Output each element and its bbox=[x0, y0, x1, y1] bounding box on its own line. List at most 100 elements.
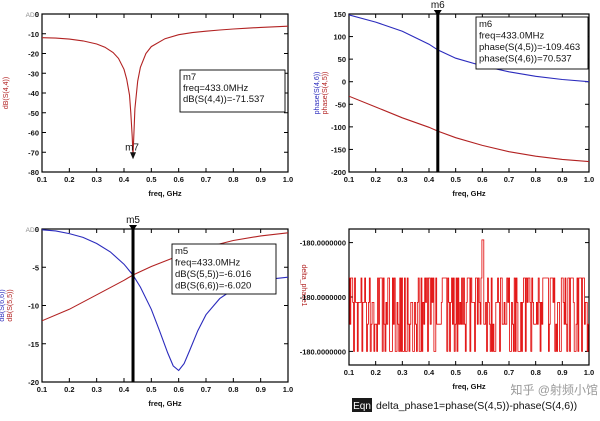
y-tick-label: -100 bbox=[331, 123, 346, 132]
series-line bbox=[42, 25, 288, 156]
x-tick-label: 0.7 bbox=[201, 175, 211, 184]
marker-readout-text: freq=433.0MHz bbox=[175, 258, 240, 269]
x-tick-label: 0.1 bbox=[37, 175, 47, 184]
y-axis-label: dB(S(4,4)) bbox=[3, 77, 10, 109]
marker-readout-box bbox=[171, 243, 277, 295]
x-tick-label: 0.9 bbox=[557, 175, 567, 184]
x-axis-label: freq, GHz bbox=[148, 399, 182, 408]
x-tick-label: 0.5 bbox=[146, 385, 156, 394]
marker-head bbox=[129, 225, 138, 231]
marker-readout-box bbox=[475, 16, 589, 70]
eqn-label: Eqn bbox=[353, 401, 371, 412]
plot-delta-phase: 0.1 0.2 0.3 0.4 0.5 0.6 0.7 0.8 0.9 1.0 -180.00000… bbox=[300, 228, 594, 391]
x-tick-label: 0.4 bbox=[119, 385, 130, 394]
x-tick-label: 0.8 bbox=[530, 368, 540, 377]
marker-readout-text: freq=433.0MHz bbox=[479, 31, 544, 42]
x-tick-label: 0.8 bbox=[228, 175, 238, 184]
x-tick-label: 0.3 bbox=[91, 175, 101, 184]
y-tick-label: -5 bbox=[32, 263, 39, 272]
y-tick-label: 0 bbox=[35, 10, 39, 19]
plot-phase: 0.1 0.2 0.3 0.4 0.5 0.6 0.7 0.8 0.9 1.0 150 100 50 0 -… bbox=[314, 0, 594, 198]
marker-readout-text: dB(S(4,4))=-71.537 bbox=[183, 94, 265, 105]
y-axis-label: dB(S(6,6)) bbox=[0, 289, 6, 321]
x-axis-label: freq, GHz bbox=[148, 189, 182, 198]
y-tick-label: -50 bbox=[28, 109, 39, 118]
eqn-badge[interactable] bbox=[352, 398, 372, 412]
x-tick-label: 0.4 bbox=[424, 175, 435, 184]
y-tick-label: -60 bbox=[28, 129, 39, 138]
series-line bbox=[42, 232, 288, 322]
x-tick-label: 0.1 bbox=[344, 368, 354, 377]
y-tick-label: -20 bbox=[28, 50, 39, 59]
plot-s44: ADS 0.1 0.2 0.3 0.4 0.5 0.6 0.7 0.8 0.9 1.0 0 -10 -20… bbox=[3, 10, 293, 198]
x-tick-label: 1.0 bbox=[584, 175, 594, 184]
watermark: 知乎 @射频小馆 bbox=[510, 382, 598, 397]
x-tick-label: 0.9 bbox=[557, 368, 567, 377]
y-tick-label: 150 bbox=[333, 10, 346, 19]
equation-text[interactable]: delta_phase1=phase(S(4,5))-phase(S(4,6)) bbox=[376, 400, 577, 412]
ads-corner-label: ADS bbox=[26, 227, 40, 234]
marker-label: m6 bbox=[431, 0, 445, 11]
x-axis-label: freq, GHz bbox=[452, 189, 486, 198]
x-tick-label: 0.7 bbox=[504, 368, 514, 377]
marker-readout-text: m6 bbox=[479, 19, 492, 30]
marker-readout-text: phase(S(4,5))=-109.463 bbox=[479, 42, 580, 53]
x-tick-label: 0.2 bbox=[370, 175, 380, 184]
x-tick-label: 0.4 bbox=[424, 368, 435, 377]
equation-footer: Eqn delta_phase1=phase(S(4,5))-phase(S(4… bbox=[352, 398, 577, 412]
marker-readout-text: m5 bbox=[175, 246, 188, 257]
x-tick-label: 0.7 bbox=[504, 175, 514, 184]
series-line bbox=[349, 14, 589, 83]
x-tick-label: 1.0 bbox=[584, 368, 594, 377]
marker-readout-text: dB(S(5,5))=-6.016 bbox=[175, 269, 251, 280]
marker-head bbox=[433, 10, 442, 16]
marker-readout-text: dB(S(6,6))=-6.020 bbox=[175, 281, 251, 292]
y-tick-label: -200 bbox=[331, 168, 346, 177]
y-tick-label: -180.0000000 bbox=[300, 347, 346, 356]
y-axis-label: phase(S(4,5)) bbox=[322, 72, 329, 115]
plot-s55-s66: ADS 0.1 0.2 0.3 0.4 0.5 0.6 0.7 0.8 0.9 1.0 0 -5 -10 -… bbox=[0, 215, 307, 408]
x-tick-label: 0.3 bbox=[397, 175, 407, 184]
x-tick-label: 0.9 bbox=[255, 385, 265, 394]
y-tick-label: 0 bbox=[342, 78, 346, 87]
marker-label: m5 bbox=[126, 215, 140, 226]
y-tick-label: -10 bbox=[28, 302, 39, 311]
marker-readout-text: m7 bbox=[183, 72, 196, 83]
y-tick-label: -40 bbox=[28, 89, 39, 98]
x-tick-label: 0.6 bbox=[477, 368, 487, 377]
x-tick-label: 0.1 bbox=[344, 175, 354, 184]
x-tick-label: 0.8 bbox=[228, 385, 238, 394]
y-tick-label: -70 bbox=[28, 148, 39, 157]
series-line bbox=[349, 239, 589, 352]
y-tick-label: -180.0000000 bbox=[300, 239, 346, 248]
x-tick-label: 0.3 bbox=[91, 385, 101, 394]
x-tick-label: 0.6 bbox=[173, 385, 183, 394]
y-tick-label: -80 bbox=[28, 168, 39, 177]
y-tick-label: -150 bbox=[331, 145, 346, 154]
x-tick-label: 0.7 bbox=[201, 385, 211, 394]
marker-head bbox=[130, 152, 137, 160]
x-tick-label: 0.3 bbox=[397, 368, 407, 377]
y-axis-label-right: delta_phase1 bbox=[300, 264, 307, 306]
y-axis-label: dB(S(5,5)) bbox=[7, 289, 14, 321]
y-tick-label: 100 bbox=[333, 33, 346, 42]
x-tick-label: 1.0 bbox=[283, 175, 293, 184]
marker-readout-text: phase(S(4,6))=70.537 bbox=[479, 54, 572, 65]
x-tick-label: 0.6 bbox=[477, 175, 487, 184]
y-tick-label: -20 bbox=[28, 378, 39, 387]
y-tick-label: -15 bbox=[28, 340, 39, 349]
marker-readout-text: freq=433.0MHz bbox=[183, 83, 248, 94]
x-tick-label: 0.5 bbox=[450, 368, 460, 377]
x-tick-label: 0.9 bbox=[255, 175, 265, 184]
y-tick-label: -50 bbox=[335, 100, 346, 109]
series-line bbox=[349, 95, 589, 163]
x-tick-label: 0.6 bbox=[173, 175, 183, 184]
x-tick-label: 0.2 bbox=[64, 385, 74, 394]
y-tick-label: 0 bbox=[35, 225, 39, 234]
x-axis-label: freq, GHz bbox=[452, 382, 486, 391]
y-tick-label: -180.0000000 bbox=[300, 293, 346, 302]
x-tick-label: 0.1 bbox=[37, 385, 47, 394]
marker-readout-box bbox=[179, 69, 286, 113]
